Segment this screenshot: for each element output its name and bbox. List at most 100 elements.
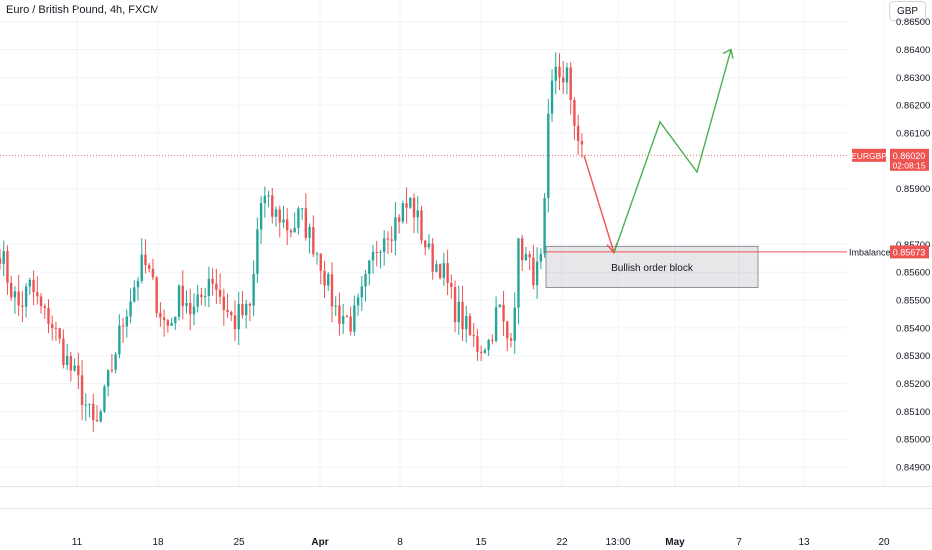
- candle-body: [70, 356, 72, 371]
- y-tick-label: 0.85500: [896, 296, 930, 307]
- candle-body: [387, 238, 389, 239]
- candle-body: [305, 208, 307, 238]
- candle-body: [316, 254, 318, 255]
- candle-body: [47, 308, 49, 324]
- candle-body: [491, 340, 493, 341]
- candle-body: [555, 67, 557, 81]
- candle-body: [260, 203, 262, 229]
- candle-body: [398, 217, 400, 221]
- candle-body: [443, 263, 445, 278]
- candle-body: [100, 412, 102, 422]
- y-tick-label: 0.85000: [896, 435, 930, 446]
- candle-body: [282, 219, 284, 222]
- candle-body: [476, 336, 478, 352]
- candle-body: [361, 286, 363, 297]
- candle-body: [480, 352, 482, 353]
- candle-body: [189, 303, 191, 314]
- candle-body: [461, 302, 463, 329]
- candle-body: [394, 217, 396, 240]
- candle-body: [510, 338, 512, 340]
- candle-body: [0, 258, 1, 264]
- candle-body: [458, 302, 460, 322]
- candle-body: [167, 320, 169, 326]
- candle-body: [428, 243, 430, 247]
- candle-body: [163, 318, 165, 321]
- x-tick-label: 20: [878, 537, 890, 548]
- x-tick-label: 13: [798, 537, 810, 548]
- candle-body: [450, 283, 452, 287]
- candle-body: [405, 203, 407, 207]
- candle-body: [271, 195, 273, 216]
- candle-body: [473, 335, 475, 336]
- candle-body: [308, 227, 310, 238]
- candle-body: [77, 366, 79, 376]
- candle-body: [215, 284, 217, 290]
- candle-body: [103, 386, 105, 411]
- candle-body: [525, 254, 527, 260]
- y-tick-label: 0.86500: [896, 17, 930, 28]
- current-price-text: 0.86020: [893, 151, 926, 161]
- candle-body: [376, 252, 378, 253]
- candle-body: [73, 366, 75, 371]
- forecast-down-path: [584, 155, 614, 252]
- candle-body: [208, 279, 210, 296]
- drawings[interactable]: Bullish order block Imbalance: [0, 50, 891, 288]
- candle-body: [435, 264, 437, 271]
- candle-body: [182, 286, 184, 307]
- candle-body: [439, 264, 441, 278]
- candle-body: [532, 258, 534, 286]
- candle-body: [249, 304, 251, 306]
- candle-body: [241, 304, 243, 315]
- x-tick-label: 25: [233, 537, 245, 548]
- candle-body: [562, 77, 564, 82]
- imbalance-price-text: 0.85673: [893, 247, 926, 257]
- candle-body: [155, 277, 157, 312]
- candle-body: [141, 255, 143, 281]
- candle-body: [81, 375, 83, 405]
- x-tick-label: 8: [397, 537, 403, 548]
- candle-body: [487, 340, 489, 350]
- candle-body: [32, 280, 34, 292]
- candle-body: [114, 354, 116, 370]
- candle-body: [10, 283, 12, 298]
- y-tick-label: 0.85100: [896, 407, 930, 418]
- candle-body: [368, 261, 370, 274]
- candle-body: [230, 312, 232, 315]
- candle-body: [517, 238, 519, 307]
- candle-body: [577, 126, 579, 141]
- candle-body: [3, 251, 5, 264]
- candle-body: [335, 305, 337, 306]
- candle-body: [543, 198, 545, 254]
- candle-body: [502, 305, 504, 322]
- y-tick-label: 0.85600: [896, 268, 930, 279]
- candle-body: [40, 296, 42, 306]
- candle-body: [234, 315, 236, 329]
- candle-body: [424, 241, 426, 248]
- candle-body: [85, 405, 87, 406]
- candle-body: [88, 404, 90, 405]
- candle-body: [14, 291, 16, 297]
- candle-body: [58, 328, 60, 338]
- candle-body: [320, 254, 322, 271]
- candle-body: [174, 317, 176, 323]
- candle-body: [312, 227, 314, 254]
- x-tick-label: 11: [72, 537, 83, 548]
- candle-body: [144, 255, 146, 265]
- countdown-text: 02:08:15: [892, 160, 925, 170]
- candle-body: [327, 274, 329, 285]
- candle-body: [152, 269, 154, 278]
- candle-body: [402, 203, 404, 221]
- candle-body: [6, 251, 8, 283]
- forecast-up-path: [614, 50, 731, 253]
- y-tick-label: 0.86100: [896, 129, 930, 140]
- candle-body: [107, 370, 109, 387]
- candle-body: [223, 297, 225, 310]
- price-axis[interactable]: 0.86500 0.86400 0.86300 0.86200 0.86100 0.859…: [896, 17, 930, 473]
- candle-body: [417, 210, 419, 217]
- candle-body: [25, 286, 27, 306]
- candle-body: [200, 295, 202, 297]
- candle-body: [17, 291, 19, 305]
- time-axis[interactable]: 11 18 25 Apr 8 15 22 13:00 May 7 13 20: [72, 537, 890, 548]
- candle-body: [245, 304, 247, 315]
